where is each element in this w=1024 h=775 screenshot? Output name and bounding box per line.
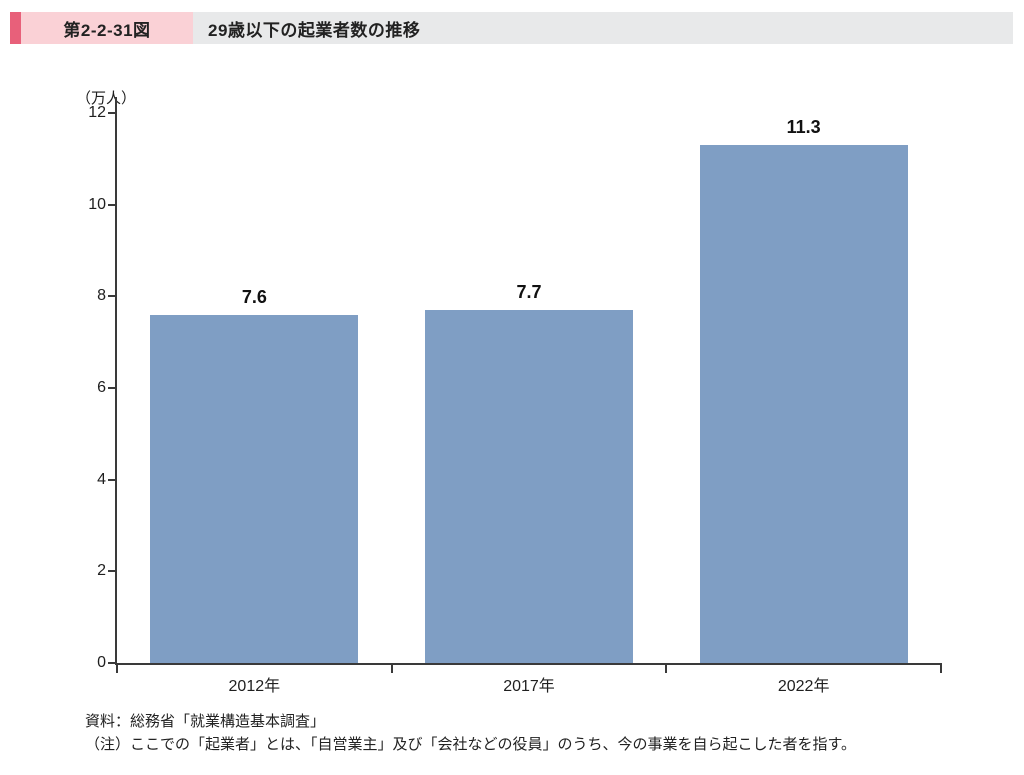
header-accent-bar xyxy=(10,12,21,44)
y-tick-mark xyxy=(108,570,116,573)
y-tick-label: 2 xyxy=(97,562,106,580)
footnotes: 資料：総務省「就業構造基本調査」 （注）ここでの「起業者」とは、「自営業主」及び… xyxy=(85,710,856,756)
y-tick-label: 8 xyxy=(97,287,106,305)
x-category-label: 2012年 xyxy=(228,678,281,695)
bar-2017年 xyxy=(425,310,633,663)
x-category-label: 2022年 xyxy=(777,678,830,695)
y-axis-unit-label: （万人） xyxy=(75,90,136,107)
y-tick-label: 12 xyxy=(88,104,106,121)
bar-value-label: 11.3 xyxy=(786,117,821,138)
y-tick-label: 10 xyxy=(88,195,106,213)
y-tick-label: 0 xyxy=(97,654,106,671)
bar-2012年 xyxy=(150,314,359,663)
x-axis-line xyxy=(115,663,942,665)
y-tick-mark xyxy=(108,662,116,664)
y-tick-mark xyxy=(108,387,116,389)
x-tick-mark xyxy=(116,663,118,673)
y-tick-mark xyxy=(108,203,116,206)
source-note: 資料：総務省「就業構造基本調査」 xyxy=(85,713,326,730)
x-tick-mark xyxy=(665,663,668,673)
figure-title: 29歳以下の起業者数の推移 xyxy=(193,12,1013,44)
figure-header: 第2-2-31図 29歳以下の起業者数の推移 xyxy=(10,12,1013,44)
bar-value-label: 7.6 xyxy=(241,286,267,307)
y-tick-label: 4 xyxy=(97,470,106,488)
y-tick-mark xyxy=(108,295,116,298)
x-tick-mark xyxy=(390,663,393,673)
y-tick-label: 6 xyxy=(97,379,106,396)
figure-number: 第2-2-31図 xyxy=(21,12,193,44)
y-tick-mark xyxy=(108,478,116,481)
definition-note: （注）ここでの「起業者」とは、「自営業主」及び「会社などの役員」のうち、今の事業… xyxy=(85,736,857,753)
bar-2022年 xyxy=(699,145,908,663)
x-category-label: 2017年 xyxy=(503,678,555,695)
x-tick-mark xyxy=(940,663,942,673)
y-axis-line xyxy=(115,97,117,665)
bar-value-label: 7.7 xyxy=(516,282,542,303)
y-tick-mark xyxy=(108,112,116,114)
